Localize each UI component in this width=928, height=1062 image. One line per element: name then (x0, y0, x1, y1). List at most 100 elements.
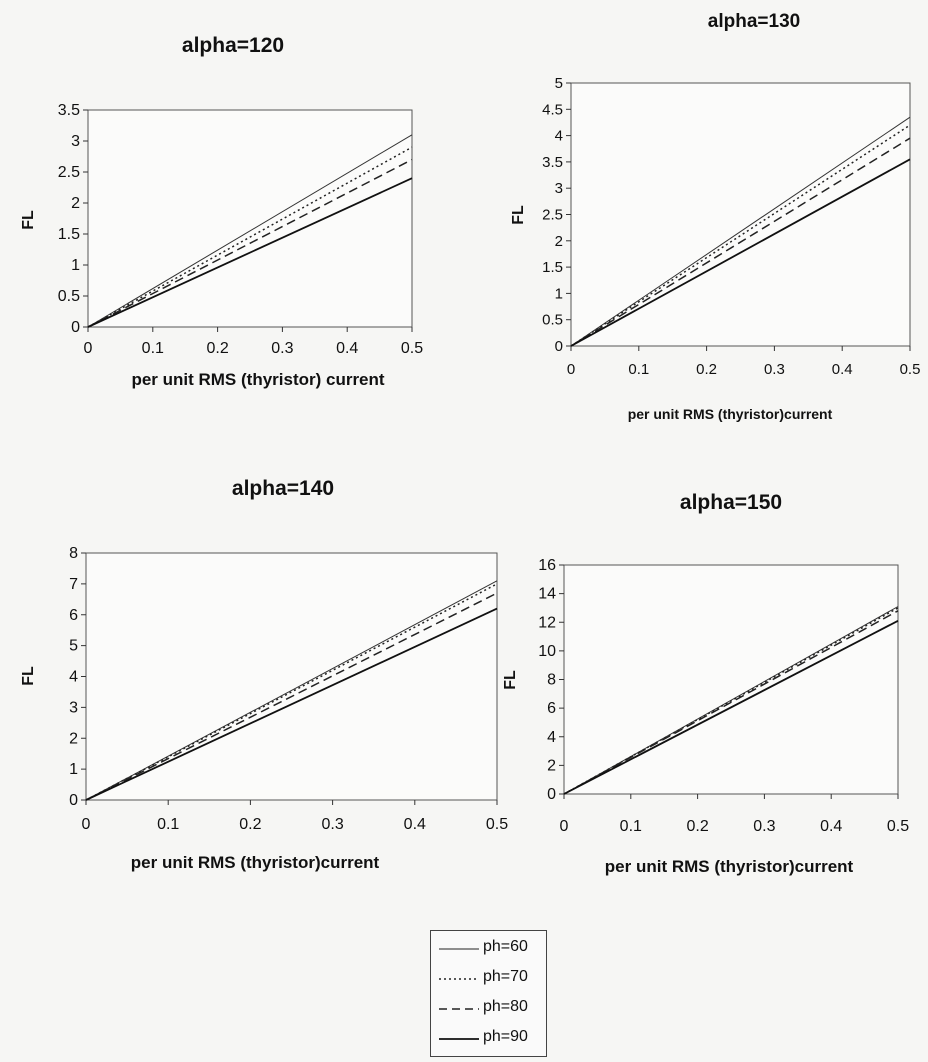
x-tick-label: 0.5 (900, 361, 921, 378)
series-line-ph60 (87, 134, 413, 328)
legend-swatch-ph80 (439, 1008, 479, 1010)
y-tick-label: 8 (547, 672, 556, 689)
x-tick-label: 0.3 (753, 818, 775, 835)
series-line-ph70 (563, 607, 899, 795)
x-tick-label: 0.4 (832, 361, 853, 378)
y-tick-label: 1.5 (58, 226, 80, 243)
series-line-ph80 (85, 592, 498, 801)
y-tick-label: 14 (538, 586, 556, 603)
x-tick-label: 0.1 (620, 818, 642, 835)
series-line-ph70 (87, 146, 413, 328)
x-tick-label: 0 (84, 340, 93, 357)
y-axis-label: FL (20, 210, 37, 230)
y-axis-label: FL (502, 670, 519, 690)
y-tick-label: 3 (555, 180, 563, 197)
y-tick-label: 2.5 (58, 164, 80, 181)
legend: ph=60 ph=70 ph=80 ph=90 (430, 930, 547, 1057)
x-tick-label: 0.1 (157, 816, 179, 833)
x-tick-label: 0.5 (887, 818, 909, 835)
x-axis-label: per unit RMS (thyristor)current (605, 857, 854, 876)
y-tick-label: 3 (71, 133, 80, 150)
y-tick-label: 7 (69, 576, 78, 593)
x-tick-label: 0.2 (206, 340, 228, 357)
y-tick-label: 2 (69, 730, 78, 747)
legend-item-ph80: ph=80 (431, 997, 546, 1021)
y-tick-label: 3.5 (542, 154, 563, 171)
x-tick-label: 0.1 (628, 361, 649, 378)
series-line-ph60 (85, 580, 498, 801)
plot-area (87, 109, 413, 328)
x-tick-label: 0 (82, 816, 91, 833)
y-tick-label: 0.5 (58, 288, 80, 305)
chart-title: alpha=120 (182, 34, 284, 57)
x-tick-label: 0 (560, 818, 569, 835)
y-tick-label: 4 (555, 128, 563, 145)
x-axis-label: per unit RMS (thyristor) current (131, 370, 384, 389)
legend-label: ph=70 (483, 968, 528, 985)
legend-swatch-ph60 (439, 948, 479, 950)
x-tick-label: 0.5 (486, 816, 508, 833)
x-tick-label: 0.4 (336, 340, 358, 357)
y-tick-label: 0 (547, 786, 556, 803)
y-tick-label: 4 (69, 669, 78, 686)
legend-label: ph=80 (483, 998, 528, 1015)
series-line-ph90 (85, 607, 498, 801)
y-tick-label: 5 (69, 638, 78, 655)
plot-area (85, 552, 498, 801)
x-tick-label: 0 (567, 361, 575, 378)
x-tick-label: 0.3 (764, 361, 785, 378)
y-tick-label: 12 (538, 614, 556, 631)
chart-title: alpha=150 (680, 491, 782, 514)
y-tick-label: 8 (69, 545, 78, 562)
legend-item-ph90: ph=90 (431, 1027, 546, 1051)
chart-title: alpha=140 (232, 477, 334, 500)
x-tick-label: 0.3 (321, 816, 343, 833)
x-tick-label: 0.5 (401, 340, 423, 357)
y-tick-label: 0 (69, 792, 78, 809)
series-line-ph80 (87, 158, 413, 328)
plot-area (563, 564, 899, 795)
x-tick-label: 0.3 (271, 340, 293, 357)
series-line-ph80 (570, 137, 911, 347)
y-tick-label: 1 (71, 257, 80, 274)
series-line-ph60 (570, 116, 911, 347)
plot-area (570, 82, 911, 347)
y-tick-label: 6 (547, 700, 556, 717)
legend-item-ph60: ph=60 (431, 937, 546, 961)
y-tick-label: 2 (555, 233, 563, 250)
y-tick-label: 1.5 (542, 259, 563, 276)
y-tick-label: 3.5 (58, 102, 80, 119)
y-axis-label: FL (510, 205, 527, 225)
legend-label: ph=60 (483, 938, 528, 955)
legend-swatch-ph90 (439, 1038, 479, 1040)
x-tick-label: 0.2 (696, 361, 717, 378)
x-axis-label: per unit RMS (thyristor)current (131, 853, 380, 872)
y-axis-label: FL (20, 666, 37, 686)
legend-item-ph70: ph=70 (431, 967, 546, 991)
series-line-ph90 (87, 177, 413, 328)
x-tick-label: 0.1 (142, 340, 164, 357)
y-tick-label: 1 (69, 761, 78, 778)
x-tick-label: 0.2 (239, 816, 261, 833)
legend-label: ph=90 (483, 1028, 528, 1045)
chart-title: alpha=130 (708, 11, 800, 32)
legend-swatch-ph70 (439, 978, 479, 980)
y-tick-label: 2.5 (542, 207, 563, 224)
series-line-ph80 (563, 610, 899, 795)
y-tick-label: 2 (547, 757, 556, 774)
y-tick-label: 16 (538, 557, 556, 574)
series-line-ph90 (563, 620, 899, 795)
y-tick-label: 2 (71, 195, 80, 212)
y-tick-label: 3 (69, 699, 78, 716)
x-tick-label: 0.4 (404, 816, 426, 833)
x-tick-label: 0.2 (686, 818, 708, 835)
y-tick-label: 0 (71, 319, 80, 336)
x-tick-label: 0.4 (820, 818, 842, 835)
series-line-ph70 (85, 583, 498, 801)
series-line-ph90 (570, 158, 911, 347)
y-tick-label: 4 (547, 729, 556, 746)
y-tick-label: 6 (69, 607, 78, 624)
y-tick-label: 10 (538, 643, 556, 660)
x-axis-label: per unit RMS (thyristor)current (628, 406, 833, 422)
